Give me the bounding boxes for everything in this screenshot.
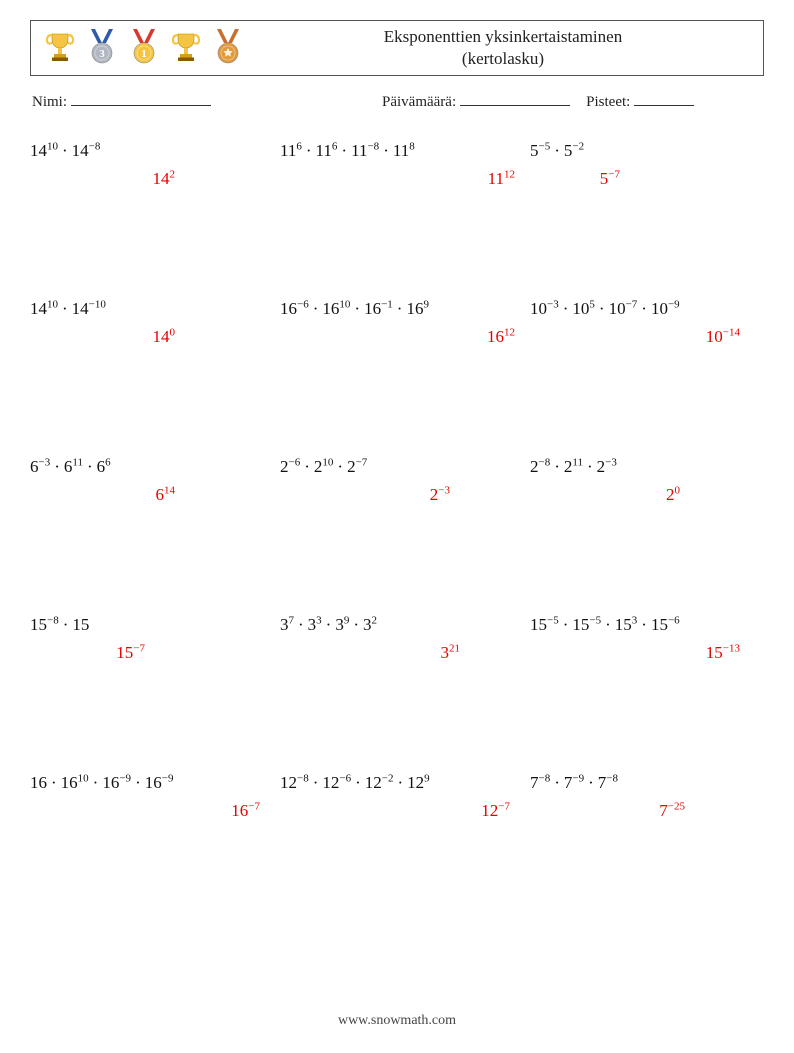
problem-expression: 6−3·611·66 [30,457,280,477]
problem-answer: 140 [30,327,280,347]
problem-grid: 1410·14−8142116·116·11−8·11811125−5·5−25… [30,141,764,821]
problem-expression: 1410·14−10 [30,299,280,319]
problem-answer: 1612 [280,327,530,347]
problem-answer: 7−25 [530,801,760,821]
page-title: Eksponenttien yksinkertaistaminen (kerto… [243,26,763,70]
date-label: Päivämäärä: [382,94,456,110]
medals-row: 31 [31,28,243,68]
medal-icon: 3 [87,28,117,68]
problem-answer: 614 [30,485,280,505]
problem-cell: 16·1610·16−9·16−9 16−7 [30,773,280,821]
name-blank[interactable] [71,105,211,106]
problem-answer: 20 [530,485,760,505]
problem-expression: 16−6·1610·16−1·169 [280,299,530,319]
problem-expression: 7−8·7−9·7−8 [530,773,760,793]
problem-expression: 2−8·211·2−3 [530,457,760,477]
name-label: Nimi: [32,94,67,110]
problem-expression: 12−8·12−6·12−2·129 [280,773,530,793]
score-blank[interactable] [634,105,694,106]
svg-text:3: 3 [99,48,105,60]
problem-cell: 5−5·5−2 5−7 [530,141,760,189]
footer-text: www.snowmath.com [338,1013,456,1028]
title-line1: Eksponenttien yksinkertaistaminen [384,27,622,46]
name-field: Nimi: [32,94,211,110]
problem-expression: 16·1610·16−9·16−9 [30,773,280,793]
problem-cell: 12−8·12−6·12−2·129 12−7 [280,773,530,821]
problem-answer: 142 [30,169,280,189]
problem-answer: 2−3 [280,485,530,505]
problem-answer: 10−14 [530,327,760,347]
problem-cell: 37·33·39·32 321 [280,615,530,663]
problem-answer: 15−13 [530,643,760,663]
problem-answer: 1112 [280,169,530,189]
score-label: Pisteet: [586,94,630,110]
problem-cell: 2−6·210·2−7 2−3 [280,457,530,505]
info-row: Nimi: Päivämäärä: Pisteet: [30,94,764,111]
problem-cell: 7−8·7−9·7−8 7−25 [530,773,760,821]
footer: www.snowmath.com [0,1013,794,1029]
problem-expression: 37·33·39·32 [280,615,530,635]
problem-expression: 1410·14−8 [30,141,280,161]
medal-icon: 1 [129,28,159,68]
problem-expression: 116·116·11−8·118 [280,141,530,161]
problem-answer: 321 [280,643,530,663]
header-box: 31 Eksponenttien yksinkertaistaminen (ke… [30,20,764,76]
medal-icon [171,28,201,68]
date-blank[interactable] [460,105,570,106]
problem-cell: 15−5·15−5·153·15−6 15−13 [530,615,760,663]
problem-answer: 15−7 [30,643,280,663]
svg-text:1: 1 [141,48,147,60]
score-field: Pisteet: [586,94,694,111]
problem-answer: 12−7 [280,801,530,821]
problem-cell: 116·116·11−8·118 1112 [280,141,530,189]
title-line2: (kertolasku) [462,49,544,68]
problem-cell: 2−8·211·2−3 20 [530,457,760,505]
medal-icon [45,28,75,68]
problem-expression: 15−5·15−5·153·15−6 [530,615,760,635]
medal-icon [213,28,243,68]
problem-cell: 10−3·105·10−7·10−9 10−14 [530,299,760,347]
problem-expression: 5−5·5−2 [530,141,760,161]
problem-answer: 16−7 [30,801,280,821]
problem-expression: 10−3·105·10−7·10−9 [530,299,760,319]
problem-cell: 16−6·1610·16−1·169 1612 [280,299,530,347]
problem-expression: 15−8·15 [30,615,280,635]
problem-expression: 2−6·210·2−7 [280,457,530,477]
problem-cell: 6−3·611·66 614 [30,457,280,505]
problem-cell: 1410·14−8 142 [30,141,280,189]
date-field: Päivämäärä: [382,94,570,111]
problem-answer: 5−7 [530,169,760,189]
problem-cell: 1410·14−10 140 [30,299,280,347]
problem-cell: 15−8·15 15−7 [30,615,280,663]
